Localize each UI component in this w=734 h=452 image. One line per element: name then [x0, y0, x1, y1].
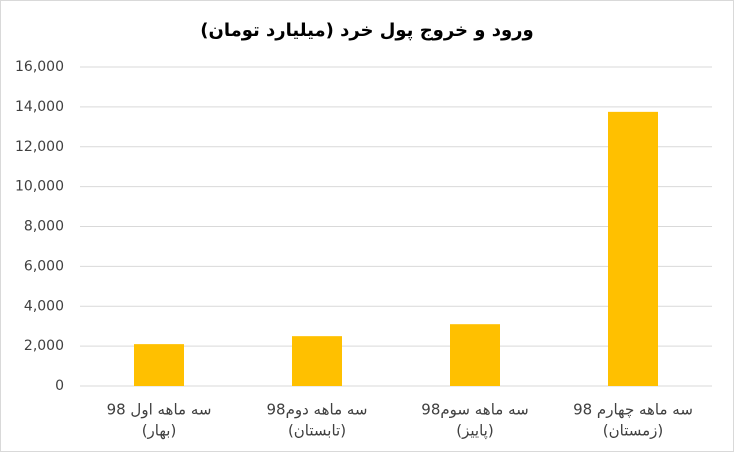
- y-tick-label: 12,000: [15, 139, 64, 155]
- y-tick-label: 16,000: [15, 59, 64, 75]
- y-tick-label: 2,000: [24, 338, 64, 354]
- x-tick-label: سه ماهه چهارم 98: [573, 401, 693, 419]
- bar: [450, 324, 500, 386]
- bar: [134, 344, 184, 386]
- y-tick-label: 8,000: [24, 219, 64, 235]
- bar: [608, 111, 658, 386]
- y-tick-label: 0: [55, 378, 64, 394]
- bar: [292, 336, 342, 386]
- x-tick-label: (زمستان): [603, 422, 663, 440]
- x-tick-label: سه ماهه سوم98: [421, 401, 528, 419]
- x-tick-label: (بهار): [142, 422, 177, 440]
- x-tick-label: (تابستان): [288, 422, 346, 440]
- y-tick-label: 6,000: [24, 258, 64, 274]
- chart-title: ورود و خروج پول خرد (میلیارد تومان): [200, 20, 533, 41]
- y-tick-label: 4,000: [24, 298, 64, 314]
- y-tick-label: 10,000: [15, 179, 64, 195]
- y-tick-label: 14,000: [15, 99, 64, 115]
- x-tick-label: سه ماهه اول 98: [107, 401, 212, 419]
- x-tick-label: سه ماهه دوم98: [266, 401, 367, 419]
- x-tick-label: (پاییز): [456, 422, 493, 441]
